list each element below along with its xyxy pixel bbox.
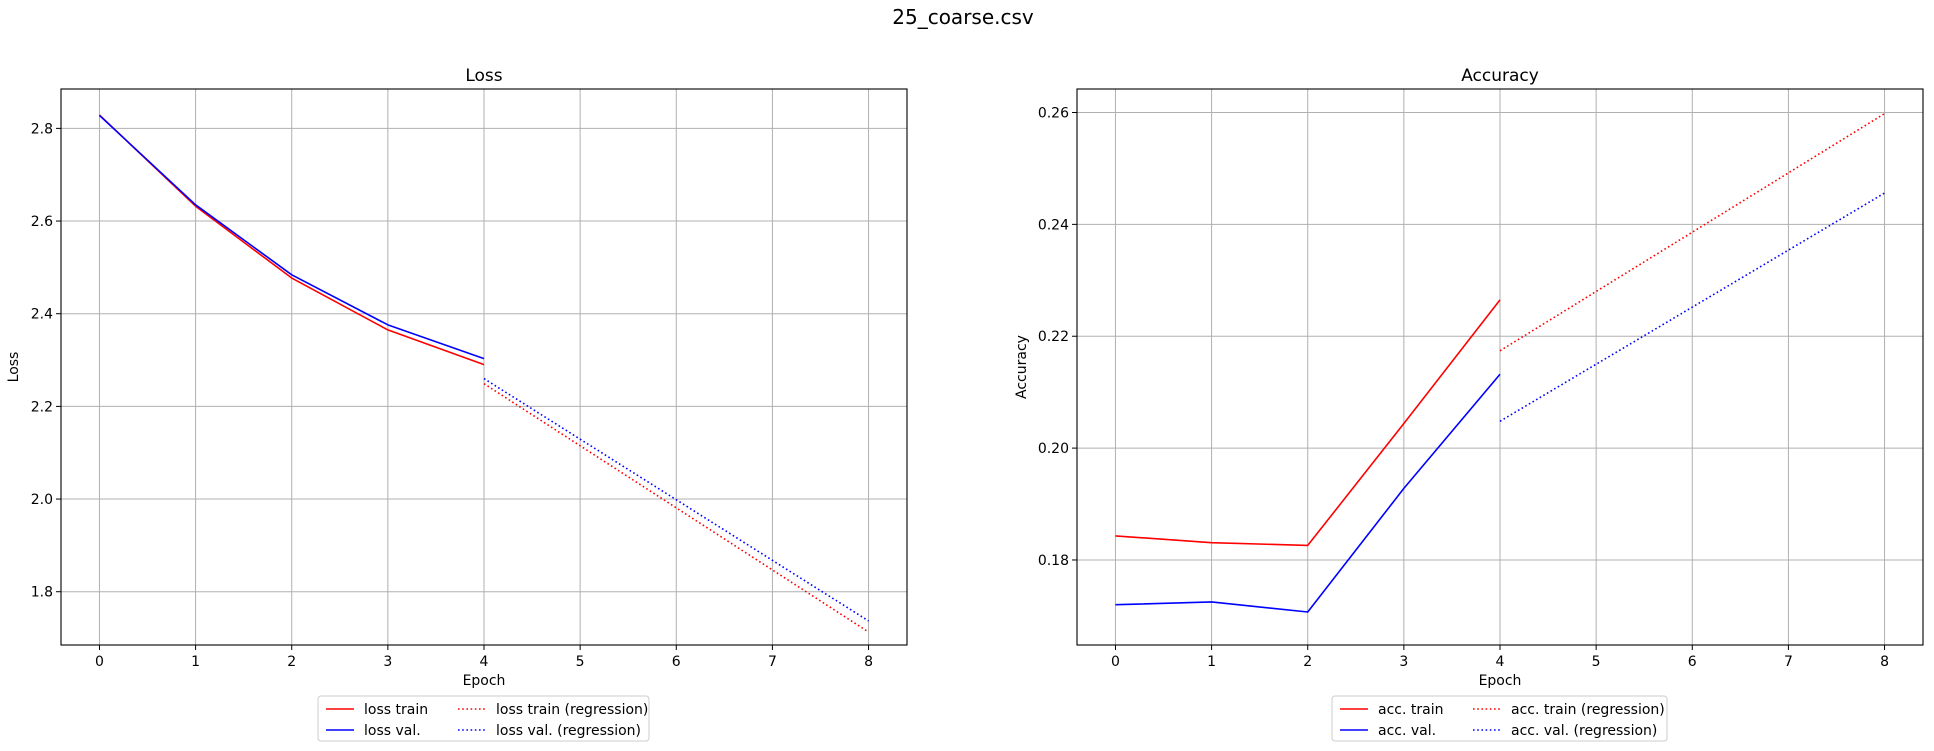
legend-label-acc-val-regression: acc. val. (regression) bbox=[1511, 723, 1657, 739]
legend-label-acc-train-regression: acc. train (regression) bbox=[1511, 702, 1665, 718]
y-tick-label: 0.20 bbox=[1038, 441, 1069, 457]
legend-label-acc-val: acc. val. bbox=[1378, 723, 1436, 739]
legend-label-loss-train: loss train bbox=[364, 702, 428, 718]
x-tick-label: 4 bbox=[480, 654, 489, 670]
chart-title: Loss bbox=[465, 66, 502, 86]
x-tick-label: 8 bbox=[864, 654, 873, 670]
x-tick-label: 3 bbox=[1399, 654, 1408, 670]
x-tick-label: 0 bbox=[95, 654, 104, 670]
x-tick-label: 3 bbox=[383, 654, 392, 670]
y-tick-label: 2.8 bbox=[31, 121, 53, 137]
legend-label-acc-train: acc. train bbox=[1378, 702, 1443, 718]
series-line-acc-val-regression bbox=[1499, 192, 1885, 422]
x-tick-label: 2 bbox=[1303, 654, 1312, 670]
y-tick-label: 2.2 bbox=[31, 399, 53, 415]
x-axis-label: Epoch bbox=[463, 673, 506, 689]
x-tick-label: 5 bbox=[576, 654, 585, 670]
y-tick-label: 0.22 bbox=[1038, 329, 1069, 345]
x-tick-label: 6 bbox=[1688, 654, 1697, 670]
y-axis-label: Loss bbox=[6, 352, 22, 383]
series-line-loss-train-regression bbox=[483, 383, 869, 633]
y-tick-label: 2.4 bbox=[31, 307, 53, 323]
x-tick-label: 0 bbox=[1111, 654, 1120, 670]
y-tick-label: 0.26 bbox=[1038, 105, 1069, 121]
y-tick-label: 2.6 bbox=[31, 214, 53, 230]
series-line-loss-val-regression bbox=[483, 377, 869, 622]
series-line-loss-val bbox=[98, 114, 485, 360]
y-tick-label: 0.24 bbox=[1038, 217, 1069, 233]
y-tick-label: 2.0 bbox=[31, 492, 53, 508]
x-tick-label: 5 bbox=[1592, 654, 1601, 670]
x-tick-label: 8 bbox=[1880, 654, 1889, 670]
series-line-acc-train bbox=[1115, 299, 1501, 547]
loss-chart-panel: 0 1 2 3 4 5 6 7 8 1.8 2.0 2.2 2.4 2.6 2.8 Loss Epoch Loss… bbox=[6, 66, 908, 742]
y-tick-label: 1.8 bbox=[31, 585, 53, 601]
legend: acc. train acc. val. acc. train (regressio… bbox=[1331, 695, 1668, 742]
legend-box bbox=[1331, 695, 1668, 742]
x-tick-label: 4 bbox=[1496, 654, 1505, 670]
figure-title: 25_coarse.csv bbox=[892, 5, 1034, 29]
x-tick-label: 7 bbox=[1784, 654, 1793, 670]
y-tick-label: 0.18 bbox=[1038, 553, 1069, 569]
chart-title: Accuracy bbox=[1461, 66, 1539, 86]
x-tick-label: 7 bbox=[768, 654, 777, 670]
x-tick-label: 1 bbox=[191, 654, 200, 670]
x-axis-label: Epoch bbox=[1479, 673, 1522, 689]
legend-label-loss-val-regression: loss val. (regression) bbox=[496, 723, 641, 739]
legend: loss train loss val. loss train (regressio… bbox=[317, 695, 650, 742]
legend-box bbox=[317, 695, 650, 742]
legend-label-loss-train-regression: loss train (regression) bbox=[496, 702, 648, 718]
x-tick-label: 1 bbox=[1207, 654, 1216, 670]
x-tick-label: 6 bbox=[672, 654, 681, 670]
accuracy-chart-panel: 0 1 2 3 4 5 6 7 8 0.18 0.20 0.22 0.24 0.26 Accuracy Epo… bbox=[1014, 66, 1924, 742]
legend-label-loss-val: loss val. bbox=[364, 723, 421, 739]
x-tick-label: 2 bbox=[287, 654, 296, 670]
y-axis-label: Accuracy bbox=[1014, 335, 1030, 399]
series-line-acc-val bbox=[1115, 373, 1501, 613]
